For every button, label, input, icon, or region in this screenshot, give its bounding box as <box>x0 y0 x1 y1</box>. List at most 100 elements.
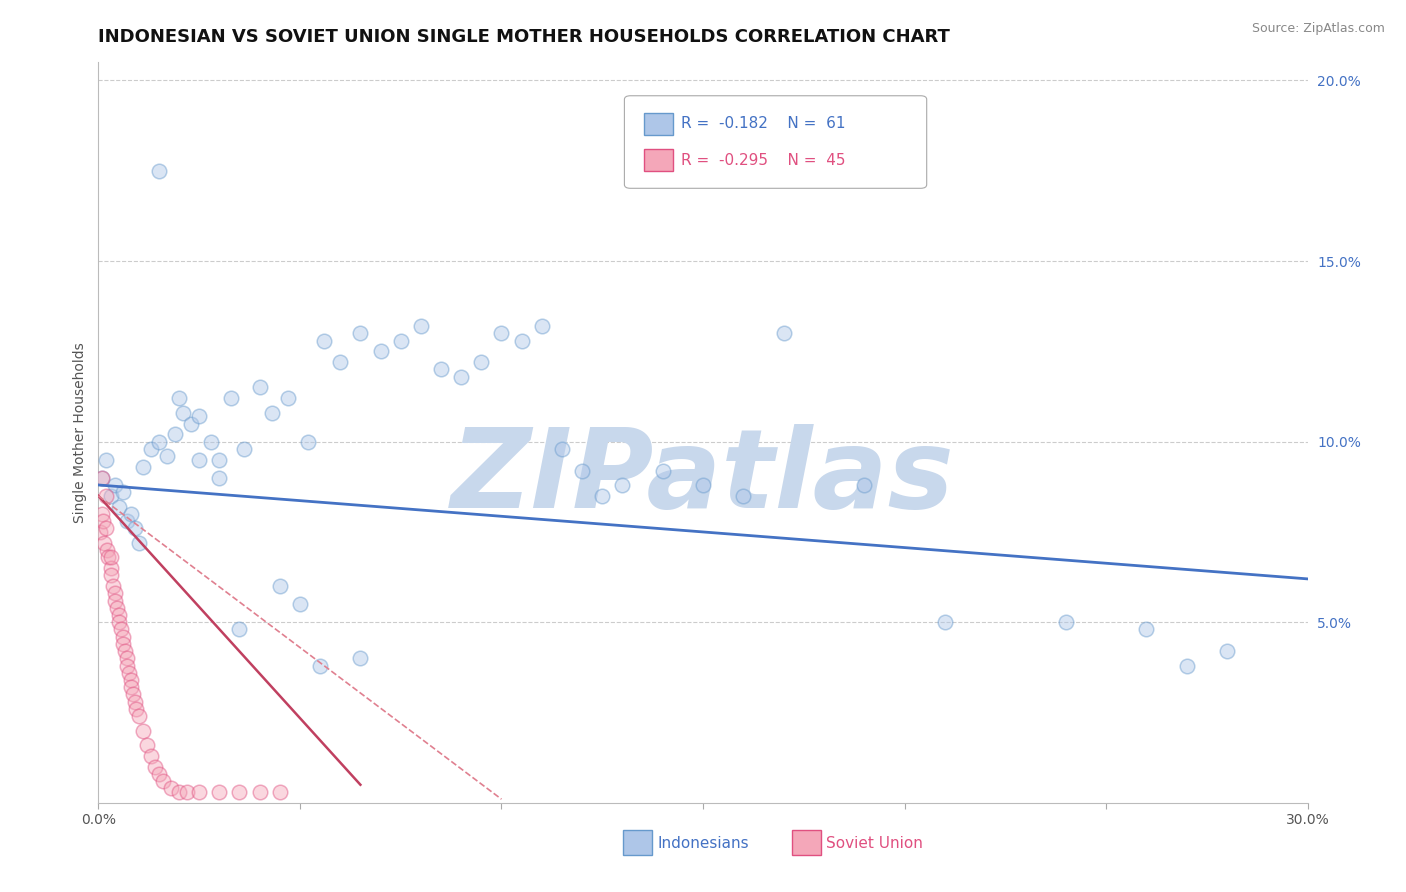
Point <box>180 417 202 431</box>
Point <box>128 535 150 549</box>
Point <box>108 615 131 630</box>
Point <box>111 630 134 644</box>
Point <box>89 524 111 539</box>
Point <box>188 452 211 467</box>
Point <box>91 507 114 521</box>
Point <box>188 785 211 799</box>
FancyBboxPatch shape <box>793 830 821 855</box>
Point <box>163 427 186 442</box>
Point <box>249 785 271 799</box>
Point <box>288 597 311 611</box>
Text: INDONESIAN VS SOVIET UNION SINGLE MOTHER HOUSEHOLDS CORRELATION CHART: INDONESIAN VS SOVIET UNION SINGLE MOTHER… <box>98 28 950 45</box>
Text: Source: ZipAtlas.com: Source: ZipAtlas.com <box>1251 22 1385 36</box>
Point <box>470 355 492 369</box>
Point <box>104 593 127 607</box>
Point <box>349 651 371 665</box>
Point <box>91 514 114 528</box>
Point <box>139 748 162 763</box>
Point <box>1135 623 1157 637</box>
Point <box>124 702 146 716</box>
Point <box>100 489 122 503</box>
Text: R =  -0.182    N =  61: R = -0.182 N = 61 <box>682 116 846 131</box>
Point <box>101 579 124 593</box>
Point <box>96 452 118 467</box>
Point <box>349 326 371 341</box>
Point <box>1175 658 1198 673</box>
Point <box>450 369 472 384</box>
Text: R =  -0.295    N =  45: R = -0.295 N = 45 <box>682 153 846 168</box>
Point <box>160 781 183 796</box>
Point <box>232 442 254 456</box>
Point <box>103 586 125 600</box>
Point <box>176 785 198 799</box>
Point <box>124 521 146 535</box>
Point <box>228 623 250 637</box>
Point <box>118 665 141 680</box>
Point <box>692 478 714 492</box>
Point <box>853 478 876 492</box>
Point <box>249 380 271 394</box>
Point <box>115 514 138 528</box>
Point <box>128 709 150 723</box>
Point <box>114 644 136 658</box>
Point <box>96 543 118 558</box>
Point <box>91 471 114 485</box>
Point <box>314 334 336 348</box>
Point <box>96 521 118 535</box>
Point <box>409 319 432 334</box>
Point <box>269 579 291 593</box>
Point <box>370 344 392 359</box>
Point <box>612 478 634 492</box>
Point <box>297 434 319 449</box>
Text: ZIPatlas: ZIPatlas <box>451 424 955 531</box>
Point <box>228 785 250 799</box>
Point <box>172 406 194 420</box>
Point <box>110 623 132 637</box>
Point <box>221 392 243 406</box>
Point <box>96 489 118 503</box>
Point <box>124 695 146 709</box>
Point <box>148 163 170 178</box>
Point <box>208 452 231 467</box>
Point <box>208 471 231 485</box>
Point <box>1054 615 1077 630</box>
Text: Indonesians: Indonesians <box>657 836 748 851</box>
Text: Soviet Union: Soviet Union <box>827 836 924 851</box>
Point <box>651 464 673 478</box>
Point <box>121 680 143 694</box>
Point <box>121 688 143 702</box>
Point <box>152 774 174 789</box>
Point <box>934 615 956 630</box>
Point <box>148 434 170 449</box>
Point <box>103 478 125 492</box>
Point <box>100 550 122 565</box>
Point <box>733 489 755 503</box>
Point <box>329 355 352 369</box>
FancyBboxPatch shape <box>623 830 652 855</box>
FancyBboxPatch shape <box>644 149 673 171</box>
Point <box>430 362 453 376</box>
Point <box>143 760 166 774</box>
Point <box>107 607 129 622</box>
Point <box>591 489 613 503</box>
Y-axis label: Single Mother Households: Single Mother Households <box>73 343 87 523</box>
Point <box>571 464 593 478</box>
Point <box>139 442 162 456</box>
Point <box>188 409 211 424</box>
Point <box>117 658 139 673</box>
Point <box>510 334 533 348</box>
Point <box>135 738 157 752</box>
Point <box>309 658 332 673</box>
Point <box>100 568 122 582</box>
Point <box>112 637 135 651</box>
Point <box>105 600 128 615</box>
FancyBboxPatch shape <box>644 112 673 135</box>
Point <box>530 319 553 334</box>
Point <box>167 785 190 799</box>
Point <box>260 406 283 420</box>
Point <box>120 673 142 687</box>
Point <box>269 785 291 799</box>
Point <box>115 651 138 665</box>
Point <box>91 471 114 485</box>
Point <box>200 434 222 449</box>
